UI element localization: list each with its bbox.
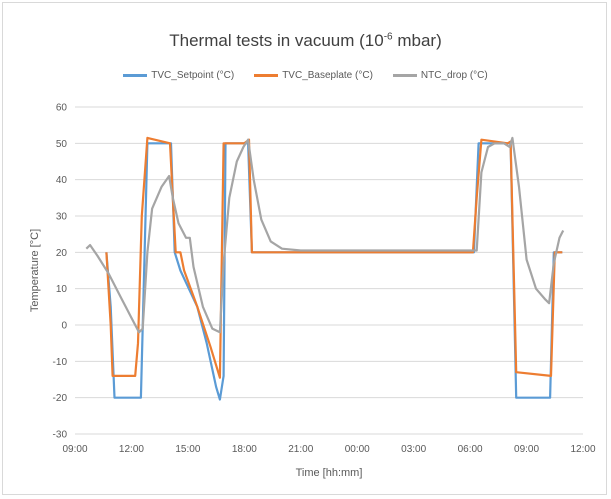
x-tick-label: 09:00 — [62, 444, 87, 455]
x-tick-label: 21:00 — [288, 444, 313, 455]
y-tick-label: -30 — [53, 430, 68, 441]
x-tick-label: 09:00 — [514, 444, 539, 455]
y-tick-label: 10 — [56, 284, 68, 295]
x-tick-label: 03:00 — [401, 444, 426, 455]
chart-frame: Thermal tests in vacuum (10-6 mbar) TVC_… — [2, 2, 607, 495]
y-axis-title: Temperature [°C] — [29, 229, 41, 312]
legend-item: NTC_drop (°C) — [392, 70, 488, 81]
y-tick-label: 30 — [56, 212, 68, 223]
legend-swatch — [254, 74, 279, 77]
x-tick-label: 18:00 — [232, 444, 257, 455]
y-tick-label: -10 — [53, 357, 68, 368]
legend-swatch — [123, 74, 148, 77]
legend-item: TVC_Baseplate (°C) — [254, 70, 373, 81]
legend-label: TVC_Baseplate (°C) — [282, 70, 373, 81]
y-tick-label: 20 — [56, 248, 68, 259]
chart-title-tail: mbar) — [392, 31, 442, 50]
x-tick-label: 00:00 — [345, 444, 370, 455]
x-tick-label: 15:00 — [175, 444, 200, 455]
chart-legend: TVC_Setpoint (°C) TVC_Baseplate (°C) NTC_d… — [3, 69, 608, 81]
x-tick-label: 12:00 — [570, 444, 595, 455]
y-tick-label: 60 — [56, 103, 68, 114]
x-axis-title: Time [hh:mm] — [296, 467, 363, 479]
legend-label: NTC_drop (°C) — [420, 70, 488, 81]
legend-item: TVC_Setpoint (°C) — [123, 70, 234, 81]
y-tick-label: 50 — [56, 139, 68, 150]
chart-title-exponent: -6 — [383, 31, 393, 43]
legend-swatch — [392, 74, 417, 77]
legend-label: TVC_Setpoint (°C) — [151, 70, 235, 81]
x-tick-label: 06:00 — [458, 444, 483, 455]
x-tick-label: 12:00 — [119, 444, 144, 455]
series-line-2 — [85, 136, 565, 334]
y-tick-label: 0 — [61, 321, 67, 332]
chart-title-main: Thermal tests in vacuum (10 — [169, 31, 384, 50]
y-tick-label: -20 — [53, 393, 68, 404]
series-line-1 — [105, 136, 563, 379]
y-tick-label: 40 — [56, 175, 68, 186]
chart-title: Thermal tests in vacuum (10-6 mbar) — [3, 31, 608, 51]
